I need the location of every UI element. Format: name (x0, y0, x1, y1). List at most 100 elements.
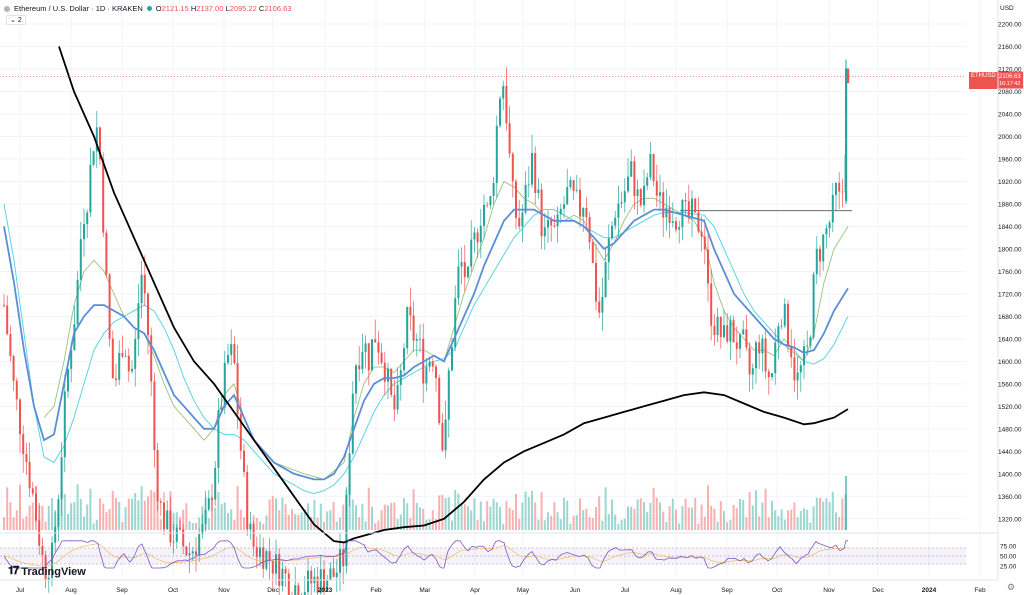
time-tick-label: Feb (370, 587, 382, 594)
symbol-logo-icon (4, 5, 10, 12)
price-tick-label: 1520.00 (998, 404, 1022, 411)
time-tick-label: Oct (168, 587, 178, 594)
candle-body (687, 201, 690, 219)
volume-bar (374, 523, 377, 530)
volume-bar (831, 491, 834, 530)
volume-bar (585, 508, 588, 530)
volume-bar (579, 498, 581, 530)
candle-body (419, 338, 421, 340)
volume-bar (598, 496, 601, 530)
candle-body (787, 303, 789, 347)
volume-bar (790, 509, 793, 530)
candle-body (246, 471, 249, 529)
candle-body (675, 221, 677, 230)
candle-body (451, 347, 453, 371)
volume-bar (787, 510, 789, 530)
candle-body (700, 231, 703, 237)
candle-body (751, 368, 754, 375)
indicators-toggle-button[interactable]: ⌄ 2 (6, 15, 26, 25)
volume-bar (198, 517, 201, 530)
candle-body (41, 545, 44, 556)
candle-body (780, 325, 783, 327)
candle-body (588, 217, 591, 243)
candle-body (204, 509, 207, 524)
candle-body (713, 325, 716, 336)
candle-body (111, 338, 114, 379)
volume-bar (822, 501, 825, 530)
volume-bar (185, 503, 188, 530)
candle-body (697, 212, 700, 232)
volume-bar (524, 491, 527, 530)
volume-bar (825, 498, 828, 530)
ma-blue-path (3, 208, 849, 481)
gear-icon[interactable]: ⚙ (1007, 582, 1016, 592)
volume-bar (22, 518, 25, 530)
candle-body (223, 362, 226, 408)
candle-body (732, 320, 735, 343)
volume-bar (803, 508, 805, 530)
candle-body (511, 153, 514, 182)
volume-bar (358, 517, 361, 530)
candle-body (127, 355, 130, 372)
volume-bar (415, 502, 418, 530)
candle-body (543, 227, 546, 237)
volume-bar (195, 523, 197, 530)
candle-body (345, 495, 348, 567)
market-open-icon (146, 6, 152, 11)
last-price-countdown: 16:17:42 (999, 81, 1020, 87)
candle-body (297, 585, 300, 595)
volume-bar (767, 517, 770, 530)
candle-body (227, 354, 229, 363)
candle-body (102, 159, 105, 233)
candle-body (729, 320, 732, 342)
candle-body (825, 228, 828, 235)
time-tick-label: Sep (721, 587, 733, 594)
price-tick-label: 1480.00 (998, 426, 1022, 433)
candle-body (614, 217, 617, 226)
candle-body (201, 523, 204, 535)
candle-body (47, 577, 50, 580)
volume-bar (275, 498, 277, 530)
candle-body (118, 352, 121, 380)
price-tick-label: 1920.00 (998, 179, 1022, 186)
volume-bar (771, 500, 773, 530)
price-axis: 1320.00 1360.00 1400.00 1440.00 1480.00 1520.… (997, 0, 1022, 580)
candle-body (684, 199, 687, 202)
candle-body (671, 221, 674, 223)
time-tick-label: Jul (621, 587, 630, 594)
candle-body (166, 510, 169, 529)
price-tick-label: 1560.00 (998, 381, 1022, 388)
volume-bar (819, 497, 821, 530)
candle-body (35, 493, 37, 521)
tradingview-wordmark: TradingView (21, 565, 86, 578)
last-price-box (997, 71, 1023, 89)
volume-bar (627, 506, 629, 530)
volume-bar (671, 498, 674, 530)
symbol-title[interactable]: Ethereum / U.S. Dollar · 1D · KRAKEN (14, 4, 143, 13)
candle-body (457, 266, 460, 299)
volume-bar (678, 523, 681, 530)
candle-body (393, 394, 396, 410)
volume-bar (659, 502, 661, 530)
volume-bar (83, 516, 85, 530)
volume-bar (220, 504, 223, 530)
volume-bar (419, 507, 421, 530)
candle-body (841, 191, 844, 193)
volume-bar (95, 519, 98, 530)
candle-body (255, 546, 258, 558)
tradingview-logo[interactable]: 𝟏𝟕 TradingView (8, 565, 86, 578)
volume-bar (431, 510, 434, 530)
volume-bar (710, 505, 713, 530)
chevron-down-icon: ⌄ (10, 17, 16, 24)
volume-bar (227, 513, 229, 530)
volume-bar (86, 504, 89, 530)
candle-body (262, 547, 265, 569)
candle-body (828, 222, 831, 229)
volume-bar (6, 487, 9, 530)
volume-bar (67, 513, 69, 530)
volume-bar (521, 502, 524, 530)
volume-bar (351, 499, 354, 530)
candle-body (79, 239, 82, 280)
candle-body (374, 339, 377, 343)
